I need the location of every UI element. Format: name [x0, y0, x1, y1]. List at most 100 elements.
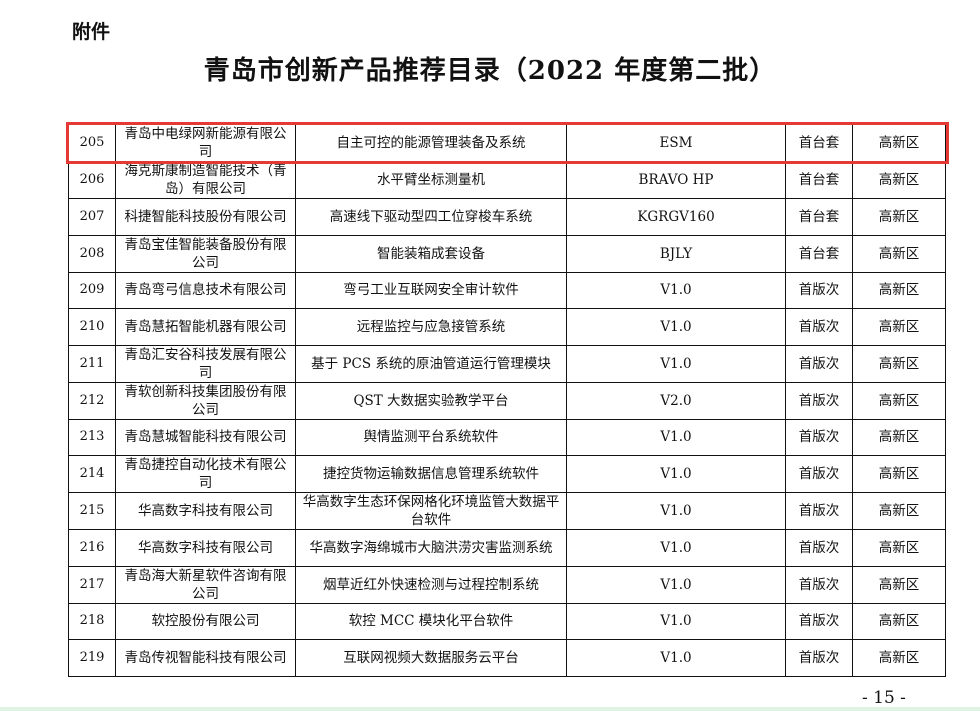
cell-model: V1.0 [566, 455, 786, 493]
cell-no: 213 [68, 418, 116, 456]
cell-model: BJLY [566, 234, 786, 273]
cell-type: 首版次 [785, 492, 853, 530]
table-row: 210 青岛慧拓智能机器有限公司 远程监控与应急接管系统 V1.0 首版次 高新区 [68, 308, 946, 346]
page-number: - 15 - [862, 688, 906, 708]
cell-district: 高新区 [852, 234, 946, 273]
table-row: 211 青岛汇安谷科技发展有限公司 基于 PCS 系统的原油管道运行管理模块 V1.0… [68, 344, 946, 383]
cell-product: 智能装箱成套设备 [295, 234, 567, 273]
cell-district: 高新区 [852, 124, 946, 162]
table-row: 214 青岛捷控自动化技术有限公司 捷控货物运输数据信息管理系统软件 V1.0 首版次高… [68, 455, 946, 493]
cell-company: 青岛传视智能科技有限公司 [115, 639, 296, 677]
cell-model: V1.0 [566, 492, 786, 530]
cell-type: 首台套 [785, 198, 853, 236]
cell-product: 高速线下驱动型四工位穿梭车系统 [295, 198, 567, 236]
cell-district: 高新区 [852, 602, 946, 640]
cell-company: 青岛慧拓智能机器有限公司 [115, 308, 296, 346]
cell-company: 软控股份有限公司 [115, 602, 296, 640]
cell-district: 高新区 [852, 455, 946, 493]
cell-model: V1.0 [566, 344, 786, 383]
cell-district: 高新区 [852, 639, 946, 677]
cell-no: 214 [68, 455, 116, 493]
cell-no: 210 [68, 308, 116, 346]
cell-product: QST 大数据实验教学平台 [295, 381, 567, 420]
cell-company: 华高数字科技有限公司 [115, 529, 296, 567]
cell-no: 207 [68, 198, 116, 236]
cell-type: 首版次 [785, 529, 853, 567]
cell-company: 青岛海大新星软件咨询有限公司 [115, 565, 296, 604]
cell-district: 高新区 [852, 308, 946, 346]
table-row: 219 青岛传视智能科技有限公司 互联网视频大数据服务云平台 V1.0 首版次 高新区 [68, 639, 946, 677]
cell-product: 华高数字海绵城市大脑洪涝灾害监测系统 [295, 529, 567, 567]
cell-no: 209 [68, 271, 116, 309]
cell-model: V1.0 [566, 271, 786, 309]
cell-product: 软控 MCC 模块化平台软件 [295, 602, 567, 640]
table-row: 216 华高数字科技有限公司 华高数字海绵城市大脑洪涝灾害监测系统 V1.0 首版次 高新… [68, 529, 946, 567]
table-row: 205 青岛中电绿网新能源有限公司 自主可控的能源管理装备及系统 ESM 首台套 高新区 [68, 124, 946, 162]
cell-type: 首版次 [785, 308, 853, 346]
cell-product: 互联网视频大数据服务云平台 [295, 639, 567, 677]
cell-company: 华高数字科技有限公司 [115, 492, 296, 530]
cell-type: 首台套 [785, 161, 853, 199]
cell-district: 高新区 [852, 418, 946, 456]
cell-product: 华高数字生态环保网格化环境监管大数据平台软件 [295, 492, 567, 530]
table-row: 215 华高数字科技有限公司 华高数字生态环保网格化环境监管大数据平台软件 V1.0 首… [68, 492, 946, 530]
cell-company: 青软创新科技集团股份有限公司 [115, 381, 296, 420]
cell-no: 211 [68, 344, 116, 383]
footer-bar [0, 707, 980, 711]
cell-model: V1.0 [566, 602, 786, 640]
cell-model: V1.0 [566, 565, 786, 604]
cell-no: 206 [68, 161, 116, 199]
cell-type: 首版次 [785, 455, 853, 493]
cell-model: V2.0 [566, 381, 786, 420]
table-row: 212 青软创新科技集团股份有限公司 QST 大数据实验教学平台 V2.0 首版次 高新区 [68, 381, 946, 420]
table-row: 207 科捷智能科技股份有限公司 高速线下驱动型四工位穿梭车系统 KGRGV160 首台… [68, 198, 946, 236]
cell-company: 青岛中电绿网新能源有限公司 [115, 124, 296, 162]
table-row: 213 青岛慧城智能科技有限公司 舆情监测平台系统软件 V1.0 首版次 高新区 [68, 418, 946, 456]
cell-model: KGRGV160 [566, 198, 786, 236]
cell-type: 首版次 [785, 639, 853, 677]
cell-no: 218 [68, 602, 116, 640]
cell-type: 首版次 [785, 271, 853, 309]
table-row: 209 青岛弯弓信息技术有限公司 弯弓工业互联网安全审计软件 V1.0 首版次 高新区 [68, 271, 946, 309]
cell-district: 高新区 [852, 529, 946, 567]
cell-company: 青岛汇安谷科技发展有限公司 [115, 344, 296, 383]
cell-type: 首版次 [785, 418, 853, 456]
cell-company: 青岛慧城智能科技有限公司 [115, 418, 296, 456]
cell-company: 海克斯康制造智能技术（青岛）有限公司 [115, 161, 296, 199]
cell-no: 216 [68, 529, 116, 567]
cell-type: 首台套 [785, 234, 853, 273]
cell-model: V1.0 [566, 639, 786, 677]
cell-no: 205 [68, 124, 116, 162]
cell-product: 弯弓工业互联网安全审计软件 [295, 271, 567, 309]
cell-no: 208 [68, 234, 116, 273]
cell-no: 219 [68, 639, 116, 677]
cell-model: ESM [566, 124, 786, 162]
cell-district: 高新区 [852, 198, 946, 236]
cell-no: 217 [68, 565, 116, 604]
cell-type: 首版次 [785, 381, 853, 420]
table-row: 218 软控股份有限公司 软控 MCC 模块化平台软件 V1.0 首版次 高新区 [68, 602, 946, 640]
cell-company: 青岛弯弓信息技术有限公司 [115, 271, 296, 309]
cell-product: 舆情监测平台系统软件 [295, 418, 567, 456]
cell-no: 215 [68, 492, 116, 530]
cell-type: 首台套 [785, 124, 853, 162]
cell-type: 首版次 [785, 565, 853, 604]
cell-product: 远程监控与应急接管系统 [295, 308, 567, 346]
cell-district: 高新区 [852, 565, 946, 604]
cell-model: V1.0 [566, 308, 786, 346]
cell-district: 高新区 [852, 271, 946, 309]
cell-district: 高新区 [852, 161, 946, 199]
product-table: 205 青岛中电绿网新能源有限公司 自主可控的能源管理装备及系统 ESM 首台套 高新区 2… [68, 124, 946, 677]
cell-company: 青岛捷控自动化技术有限公司 [115, 455, 296, 493]
table-row: 208 青岛宝佳智能装备股份有限公司 智能装箱成套设备 BJLY 首台套 高新区 [68, 234, 946, 273]
cell-product: 烟草近红外快速检测与过程控制系统 [295, 565, 567, 604]
cell-product: 捷控货物运输数据信息管理系统软件 [295, 455, 567, 493]
cell-type: 首版次 [785, 344, 853, 383]
cell-district: 高新区 [852, 492, 946, 530]
cell-district: 高新区 [852, 344, 946, 383]
cell-no: 212 [68, 381, 116, 420]
cell-company: 科捷智能科技股份有限公司 [115, 198, 296, 236]
cell-company: 青岛宝佳智能装备股份有限公司 [115, 234, 296, 273]
cell-product: 基于 PCS 系统的原油管道运行管理模块 [295, 344, 567, 383]
cell-product: 自主可控的能源管理装备及系统 [295, 124, 567, 162]
